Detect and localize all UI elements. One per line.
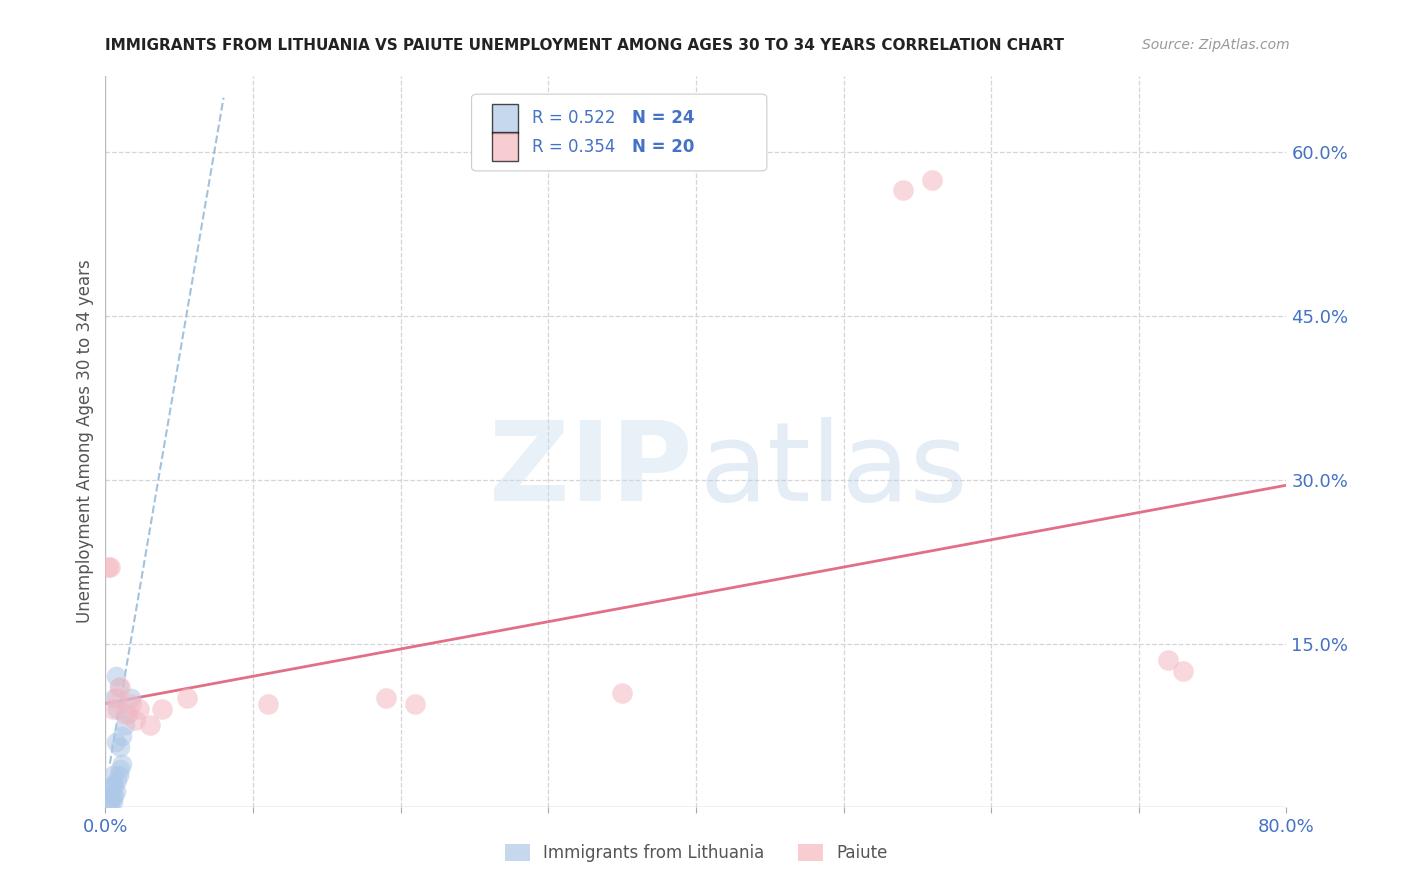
Y-axis label: Unemployment Among Ages 30 to 34 years: Unemployment Among Ages 30 to 34 years (76, 260, 94, 624)
Point (120, 691, 142, 706)
Legend: Immigrants from Lithuania, Paiute: Immigrants from Lithuania, Paiute (498, 837, 894, 869)
Point (138, 718, 162, 732)
Point (111, 729, 134, 743)
Point (1171, 664, 1194, 678)
Point (104, 784, 127, 798)
Point (117, 707, 139, 722)
Point (100, 784, 122, 798)
Text: atlas: atlas (700, 417, 967, 524)
Point (104, 669, 127, 683)
Point (257, 697, 280, 711)
Point (100, 795, 122, 809)
Point (176, 691, 198, 706)
Point (101, 795, 124, 809)
Point (105, 702, 128, 716)
Point (150, 702, 173, 716)
Text: N = 24: N = 24 (633, 109, 695, 128)
Point (405, 697, 427, 711)
Point (101, 767, 124, 781)
Point (111, 756, 134, 771)
Text: N = 20: N = 20 (633, 137, 695, 156)
Text: IMMIGRANTS FROM LITHUANIA VS PAIUTE UNEMPLOYMENT AMONG AGES 30 TO 34 YEARS CORRE: IMMIGRANTS FROM LITHUANIA VS PAIUTE UNEM… (105, 38, 1064, 54)
Point (103, 691, 125, 706)
FancyBboxPatch shape (492, 132, 517, 161)
Point (103, 779, 125, 793)
Text: ZIP: ZIP (489, 417, 692, 524)
Point (124, 713, 146, 727)
Point (105, 772, 128, 787)
Point (110, 762, 132, 776)
Text: Source: ZipAtlas.com: Source: ZipAtlas.com (1142, 38, 1289, 53)
Point (1157, 653, 1180, 667)
Point (110, 680, 132, 694)
Point (120, 697, 142, 711)
Point (105, 691, 128, 706)
Point (114, 707, 136, 722)
Point (921, 172, 943, 186)
Point (98, 795, 121, 809)
Point (101, 789, 124, 804)
Text: R = 0.354: R = 0.354 (531, 137, 616, 156)
Point (104, 735, 127, 749)
Point (107, 680, 129, 694)
Point (98, 560, 121, 574)
Point (110, 740, 132, 755)
Point (101, 702, 124, 716)
Text: R = 0.522: R = 0.522 (531, 109, 616, 128)
Point (610, 685, 633, 699)
FancyBboxPatch shape (492, 103, 517, 133)
Point (101, 779, 124, 793)
Point (128, 702, 150, 716)
Point (891, 184, 914, 198)
Point (103, 789, 125, 804)
Point (97, 560, 120, 574)
Point (374, 691, 398, 706)
FancyBboxPatch shape (471, 95, 766, 171)
Point (114, 718, 136, 732)
Point (107, 767, 129, 781)
